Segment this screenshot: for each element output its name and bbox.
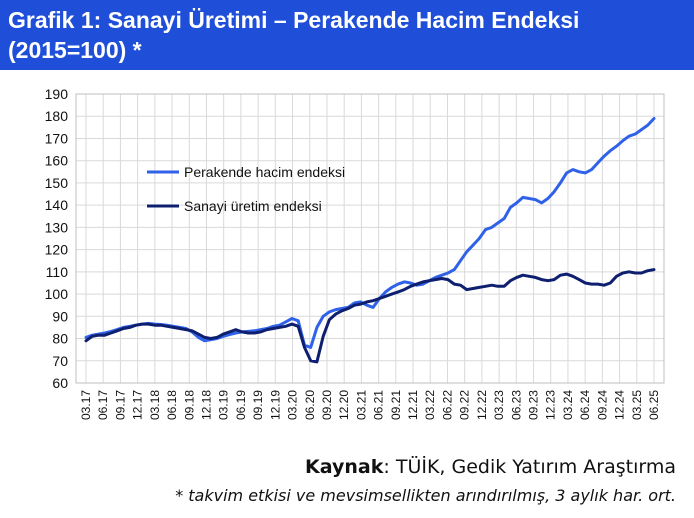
legend-label: Perakende hacim endeksi	[184, 164, 345, 180]
x-tick-label: 12.24	[613, 390, 627, 420]
x-tick-label: 12.23	[544, 390, 558, 420]
x-tick-label: 12.22	[475, 390, 489, 420]
y-tick-label: 190	[45, 86, 69, 102]
y-tick-label: 110	[46, 264, 69, 280]
x-tick-label: 03.17	[79, 390, 93, 420]
y-tick-label: 170	[45, 130, 69, 146]
x-tick-label: 06.18	[165, 390, 179, 420]
x-tick-label: 12.18	[199, 390, 213, 420]
x-tick-label: 12.19	[268, 390, 282, 420]
x-tick-label: 09.21	[389, 390, 403, 420]
x-tick-label: 06.23	[509, 390, 523, 420]
x-tick-label: 12.20	[337, 390, 351, 420]
x-tick-label: 06.25	[647, 390, 661, 420]
legend-label: Sanayi üretim endeksi	[184, 198, 322, 214]
y-tick-label: 80	[52, 331, 68, 347]
x-tick-label: 03.23	[492, 390, 506, 420]
x-tick-label: 06.17	[96, 390, 110, 420]
x-tick-label: 06.22	[440, 390, 454, 420]
x-tick-label: 09.19	[251, 390, 265, 420]
x-tick-label: 09.20	[320, 390, 334, 420]
series-line-industry	[84, 268, 656, 364]
line-chart: 60 70 80 90 100 110 120 130 140 150 160 170 180 190 03…	[45, 86, 665, 420]
chart-title-line-2: (2015=100) *	[8, 37, 142, 63]
x-tick-label: 06.19	[234, 390, 248, 420]
x-tick-label: 12.21	[406, 390, 420, 420]
x-tick-label: 03.22	[423, 390, 437, 420]
footnote: * takvim etkisi ve mevsimsellikten arınd…	[175, 486, 676, 505]
x-tick-label: 03.21	[354, 390, 368, 420]
x-tick-label: 06.24	[578, 390, 592, 420]
source-credit: Kaynak: TÜİK, Gedik Yatırım Araştırma	[305, 456, 676, 478]
y-tick-label: 180	[45, 108, 69, 124]
x-tick-label: 09.22	[458, 390, 472, 420]
source-text: : TÜİK, Gedik Yatırım Araştırma	[383, 456, 676, 478]
y-tick-label: 90	[52, 308, 68, 324]
y-tick-label: 70	[52, 353, 68, 369]
plot-area	[75, 93, 665, 384]
x-tick-label: 03.19	[217, 390, 231, 420]
y-tick-label: 120	[45, 242, 69, 258]
x-tick-label: 09.18	[182, 390, 196, 420]
x-tick-label: 12.17	[131, 390, 145, 420]
series-line-retail	[84, 117, 656, 349]
y-tick-label: 60	[52, 375, 68, 391]
title-banner: Grafik 1: Sanayi Üretimi – Perakende Hac…	[0, 0, 694, 70]
y-tick-label: 160	[45, 153, 69, 169]
x-tick-label: 03.25	[630, 390, 644, 420]
x-tick-label: 09.24	[595, 390, 609, 420]
y-tick-label: 150	[45, 175, 69, 191]
x-tick-label: 09.17	[113, 390, 127, 420]
x-tick-label: 06.21	[372, 390, 386, 420]
y-tick-label: 100	[45, 286, 69, 302]
x-tick-label: 03.18	[148, 390, 162, 420]
x-tick-label: 06.20	[303, 390, 317, 420]
source-label: Kaynak	[305, 456, 384, 478]
x-tick-label: 03.20	[286, 390, 300, 420]
x-tick-label: 03.24	[561, 390, 575, 420]
y-tick-label: 130	[45, 219, 69, 235]
y-tick-label: 140	[45, 197, 69, 213]
x-tick-label: 09.23	[527, 390, 541, 420]
chart-title-line-1: Grafik 1: Sanayi Üretimi – Perakende Hac…	[8, 7, 580, 33]
